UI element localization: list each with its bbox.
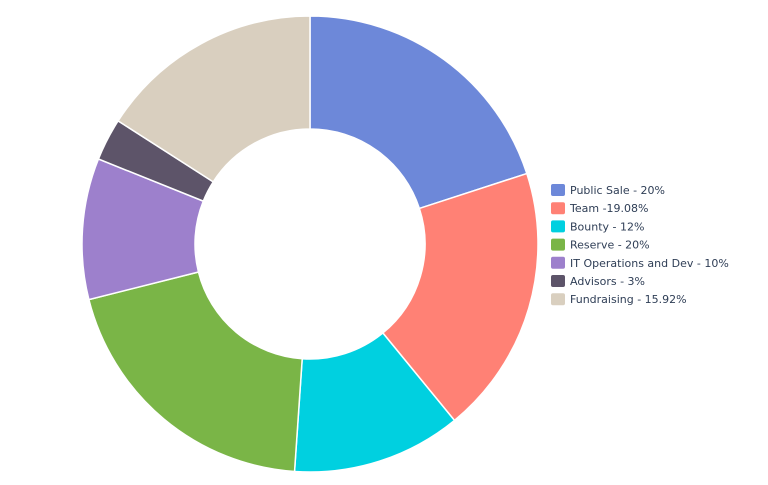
slice xyxy=(309,15,528,210)
legend-swatch xyxy=(551,256,565,269)
slice xyxy=(87,271,304,473)
slice xyxy=(381,172,539,422)
legend-swatch xyxy=(551,275,565,287)
slice xyxy=(117,15,311,183)
legend-label: Advisors - 3% xyxy=(570,275,645,288)
legend-label: IT Operations and Dev - 10% xyxy=(570,257,729,270)
legend-swatch xyxy=(551,184,565,196)
legend-swatch xyxy=(551,238,565,251)
legend-label: Fundraising - 15.92% xyxy=(570,293,687,306)
legend-swatch xyxy=(551,293,565,306)
legend-label: Public Sale - 20% xyxy=(570,184,665,197)
legend-label: Reserve - 20% xyxy=(570,239,650,252)
legend-label: Team -19.08% xyxy=(569,202,648,215)
legend-label: Bounty - 12% xyxy=(570,220,644,233)
legend-swatch xyxy=(551,220,565,233)
legend-swatch xyxy=(551,202,565,215)
